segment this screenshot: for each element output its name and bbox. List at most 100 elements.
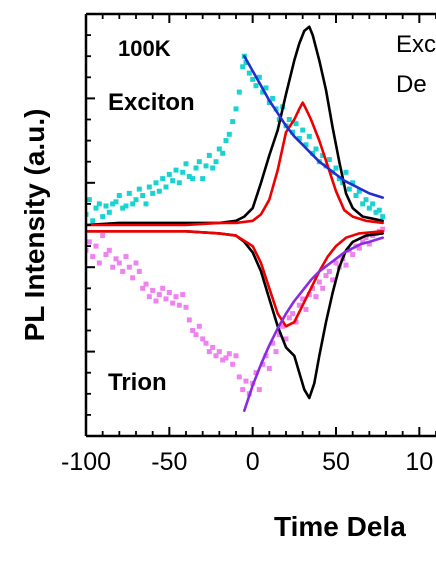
exciton-data-point bbox=[336, 176, 342, 182]
trion-data-point bbox=[280, 323, 286, 329]
exciton-data-point bbox=[116, 193, 122, 198]
exciton-data-point bbox=[150, 190, 156, 196]
trion-data-point bbox=[260, 361, 266, 367]
trion-data-point bbox=[220, 357, 226, 363]
exciton-data-point bbox=[290, 129, 296, 135]
trion-data-point bbox=[206, 349, 212, 355]
exciton-data-point bbox=[200, 176, 206, 182]
exciton-data-point bbox=[173, 167, 179, 173]
exciton-data-point bbox=[190, 176, 196, 182]
exciton-data-point bbox=[303, 142, 309, 148]
trion-data-point bbox=[190, 328, 196, 333]
trion-data-point bbox=[166, 290, 172, 295]
trion-data-point bbox=[143, 281, 149, 287]
exciton-data-point bbox=[243, 60, 249, 65]
trion-data-point bbox=[140, 285, 146, 291]
exciton-data-point bbox=[233, 106, 239, 112]
trion-data-point bbox=[126, 264, 132, 270]
trion-data-point bbox=[300, 296, 306, 302]
trion-data-point bbox=[210, 344, 216, 350]
exciton-data-point bbox=[230, 119, 236, 125]
trion-data-point bbox=[216, 349, 222, 355]
trion-data-point bbox=[240, 387, 246, 393]
exciton-data-point bbox=[193, 165, 199, 171]
exciton-data-point bbox=[333, 165, 339, 171]
trion-annotation: Trion bbox=[108, 369, 167, 396]
exciton-data-point bbox=[146, 184, 152, 190]
exciton-data-point bbox=[286, 117, 292, 122]
trion-data-point bbox=[103, 252, 109, 257]
exciton-data-point bbox=[320, 152, 326, 158]
trion-data-point bbox=[213, 353, 219, 359]
trion-data-point bbox=[100, 233, 106, 239]
exciton-data-point bbox=[213, 159, 219, 165]
exciton-data-point bbox=[353, 193, 359, 198]
exciton-data-point bbox=[96, 201, 102, 207]
exciton-data-point bbox=[350, 180, 356, 186]
trion-data-point bbox=[200, 336, 206, 342]
exciton-data-point bbox=[293, 121, 299, 127]
exciton-data-point bbox=[120, 205, 126, 211]
trion-data-point bbox=[153, 298, 159, 304]
trion-data-point bbox=[226, 351, 232, 357]
exciton-data-point bbox=[250, 76, 256, 82]
label-layer: 100K Exciton Trion Exc De Time Dela PL I… bbox=[19, 31, 436, 542]
trion-data-point bbox=[180, 292, 186, 298]
trion-data-point bbox=[243, 378, 249, 384]
exciton-data-point bbox=[380, 214, 386, 220]
exciton-data-point bbox=[186, 174, 192, 179]
trion-data-point bbox=[183, 304, 189, 310]
exciton-data-point bbox=[153, 180, 159, 186]
exciton-data-point bbox=[373, 209, 379, 215]
exciton-data-point bbox=[236, 89, 242, 95]
temperature-annotation: 100K bbox=[118, 36, 171, 61]
x-axis-label: Time Dela bbox=[274, 511, 406, 542]
trion-data-point bbox=[113, 256, 119, 262]
trion-data-point bbox=[380, 226, 386, 232]
trion-data-point bbox=[330, 277, 336, 283]
exciton-data-point bbox=[160, 176, 166, 182]
exciton-data-point bbox=[270, 95, 276, 101]
trion-data-point bbox=[273, 349, 279, 355]
exciton-data-point bbox=[86, 197, 92, 203]
trion-data-point bbox=[156, 292, 162, 298]
exciton-data-point bbox=[136, 186, 142, 192]
exciton-data-point bbox=[163, 184, 169, 190]
legend-entry-excitation: Exc bbox=[396, 31, 436, 58]
exciton-data-point bbox=[240, 64, 246, 70]
exciton-data-point bbox=[313, 146, 319, 152]
exciton-data-point bbox=[363, 197, 369, 203]
trion-data-point bbox=[290, 311, 296, 317]
exciton-data-point bbox=[183, 161, 189, 167]
trion-data-point bbox=[236, 374, 242, 380]
exciton-data-point bbox=[326, 157, 332, 163]
trion-data-point bbox=[133, 260, 139, 266]
trion-data-point bbox=[333, 260, 339, 266]
trion-data-point bbox=[266, 366, 272, 371]
trion-data-point bbox=[256, 387, 262, 393]
blue-fit-line bbox=[243, 54, 384, 199]
exciton-data-point bbox=[143, 201, 149, 207]
trion-data-point bbox=[316, 279, 322, 285]
exciton-data-point bbox=[100, 214, 106, 220]
trion-data-point bbox=[303, 306, 309, 312]
exciton-data-point bbox=[253, 83, 259, 89]
purple-fit-line bbox=[243, 236, 384, 412]
trion-data-point bbox=[120, 268, 126, 274]
trion-data-point bbox=[320, 285, 326, 291]
exciton-data-point bbox=[306, 133, 312, 139]
y-axis-label: PL Intensity (a.u.) bbox=[19, 109, 50, 342]
x-tick-label: 10 bbox=[405, 448, 433, 476]
trion-data-point bbox=[356, 245, 362, 251]
trion-data-point bbox=[233, 353, 239, 359]
trion-data-point bbox=[323, 273, 329, 279]
exciton-data-point bbox=[113, 199, 119, 205]
trion-data-point bbox=[296, 302, 302, 308]
exciton-data-point bbox=[110, 201, 116, 207]
trion-data-point bbox=[193, 332, 199, 338]
x-tick-label: -100 bbox=[61, 448, 111, 476]
trion-data-point bbox=[363, 235, 369, 241]
exciton-data-point bbox=[103, 203, 109, 209]
exciton-data-point bbox=[370, 201, 376, 207]
